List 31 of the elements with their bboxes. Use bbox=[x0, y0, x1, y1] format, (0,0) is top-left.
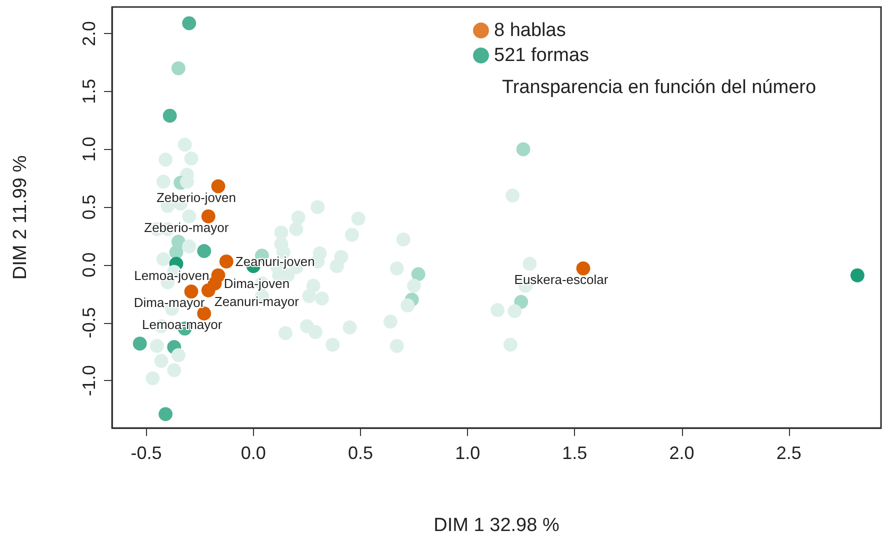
x-tick-label: 1.0 bbox=[455, 443, 480, 463]
point bbox=[201, 283, 216, 298]
y-tick-label: -0.5 bbox=[79, 307, 99, 338]
y-tick-label: 0.0 bbox=[79, 252, 99, 278]
annotation: Transparencia en función del número bbox=[502, 77, 816, 98]
data-label: Euskera-escolar bbox=[514, 272, 609, 287]
point bbox=[201, 209, 216, 224]
legend-label: 8 hablas bbox=[494, 20, 566, 41]
data-label: Zeberio-mayor bbox=[144, 220, 230, 235]
x-tick-label: -0.5 bbox=[130, 443, 162, 463]
y-tick-label: 1.5 bbox=[79, 78, 99, 104]
data-label: Dima-joven bbox=[224, 276, 290, 291]
data-label: Zeberio-joven bbox=[156, 190, 236, 205]
y-tick-label: -1.0 bbox=[79, 365, 99, 396]
legend-label: 521 formas bbox=[494, 45, 590, 66]
x-tick-label: 1.5 bbox=[562, 443, 588, 463]
data-label: Dima-mayor bbox=[134, 295, 206, 310]
data-label: Lemoa-joven bbox=[134, 268, 210, 283]
point bbox=[211, 179, 226, 194]
point bbox=[576, 261, 590, 276]
x-tick-label: 0.5 bbox=[348, 443, 373, 463]
x-tick-label: 2.5 bbox=[776, 443, 802, 463]
y-tick-label: 1.0 bbox=[79, 136, 99, 162]
point bbox=[219, 254, 234, 268]
data-label: Zeanuri-mayor bbox=[214, 294, 300, 309]
x-tick-label: 0.0 bbox=[240, 443, 266, 463]
y-tick-label: 2.0 bbox=[79, 21, 99, 46]
x-axis-title: DIM 1 32.98 % bbox=[434, 515, 560, 536]
x-tick-label: 2.0 bbox=[669, 443, 694, 463]
y-tick-label: 0.5 bbox=[79, 194, 99, 220]
y-axis-title: DIM 2 11.99 % bbox=[10, 155, 31, 280]
